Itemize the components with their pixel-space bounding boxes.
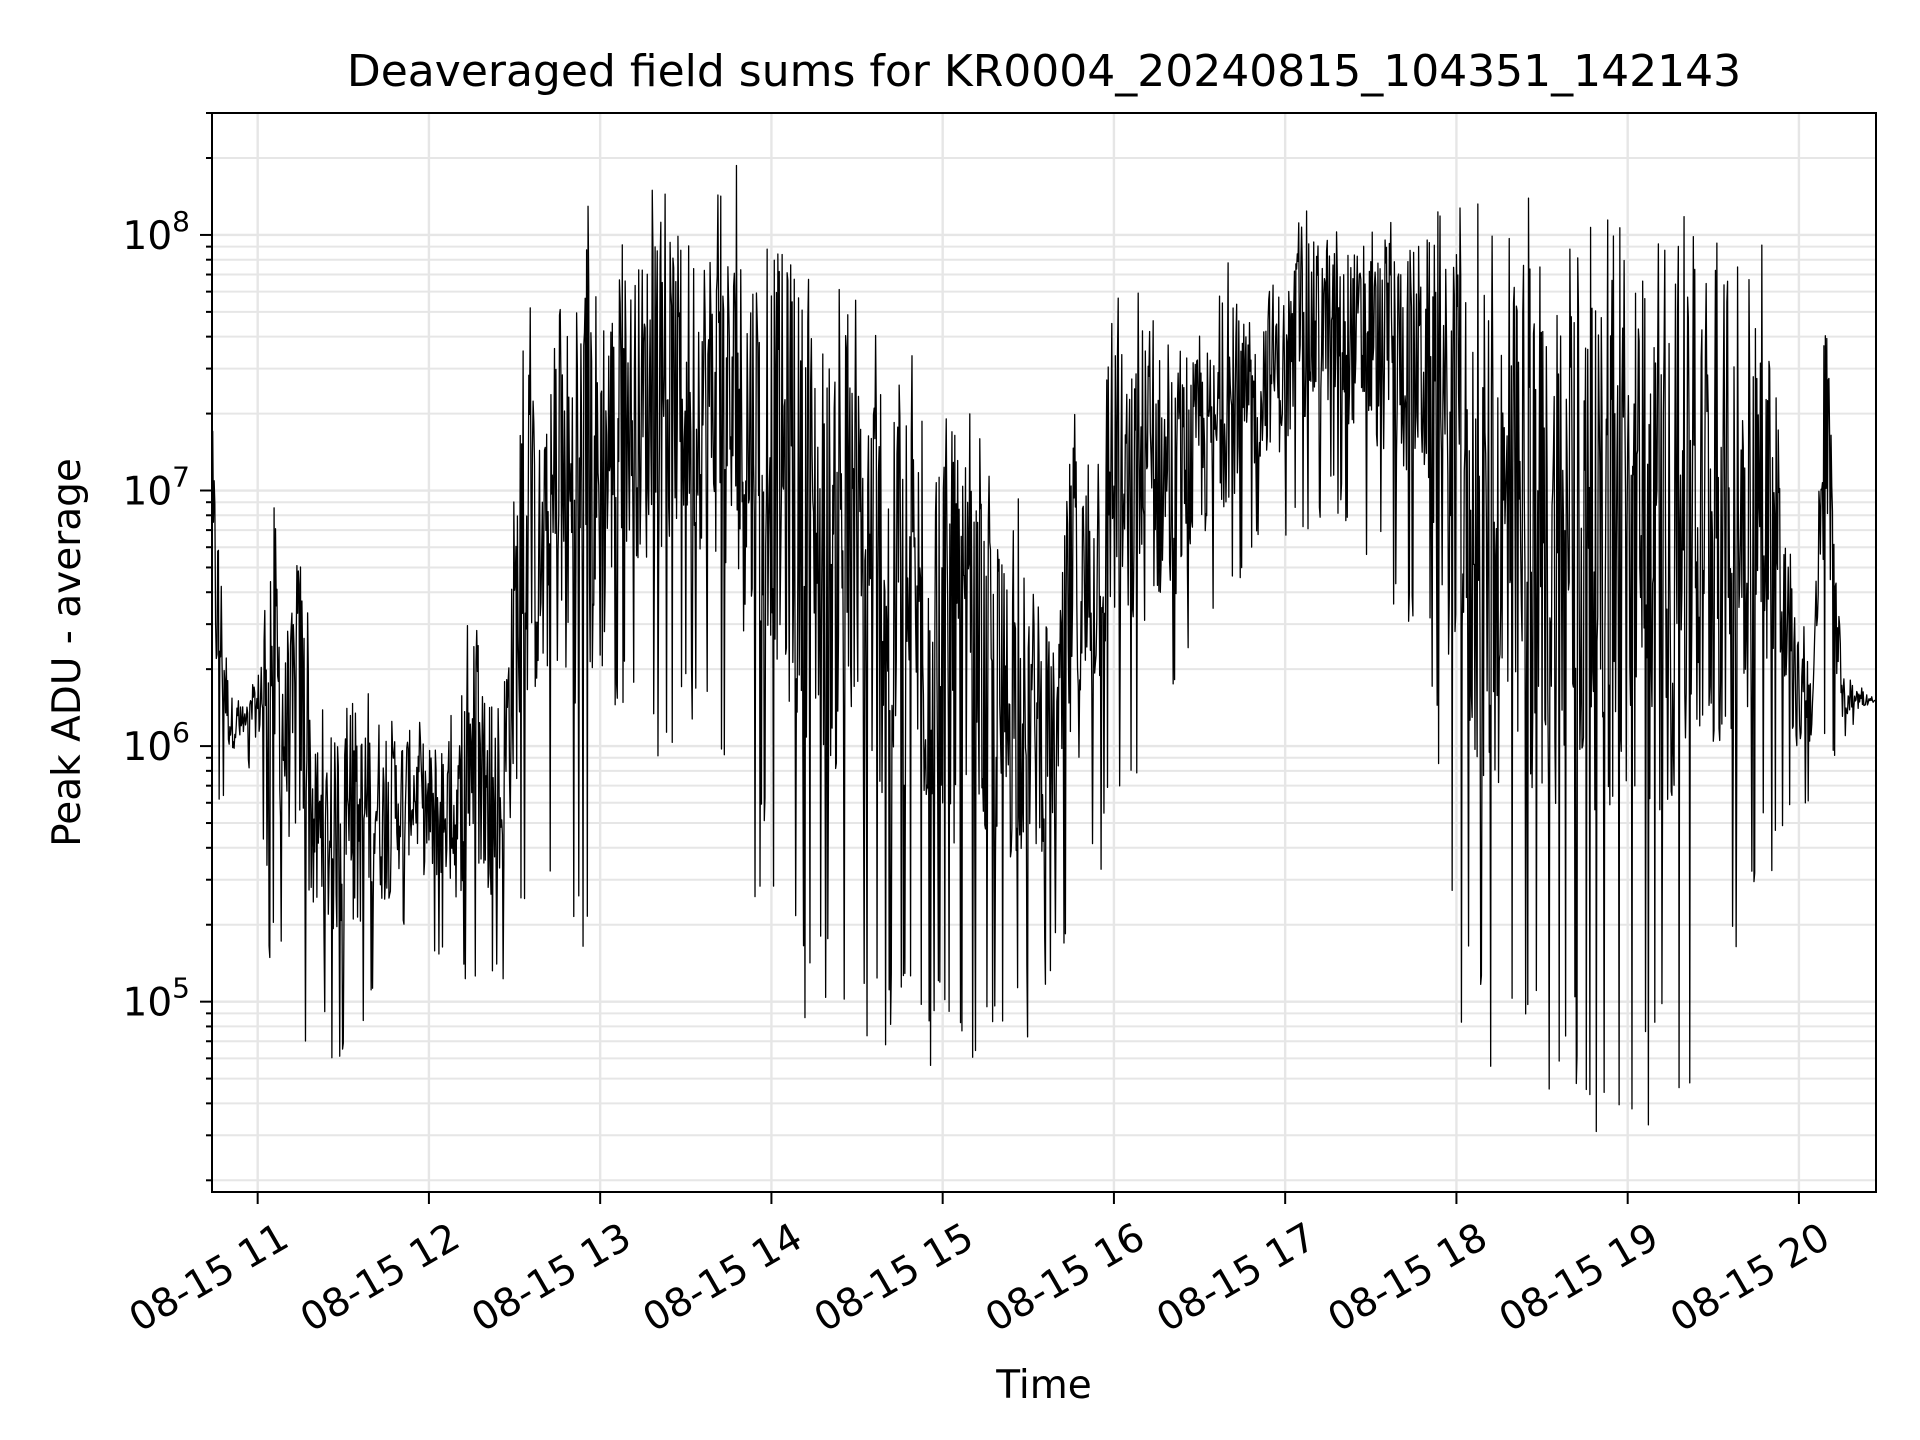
y-axis-label: Peak ADU - average bbox=[45, 458, 90, 847]
plot-frame bbox=[211, 112, 1877, 1193]
x-tick-label: 08-15 18 bbox=[1321, 1215, 1495, 1342]
x-axis-label: Time bbox=[995, 1363, 1091, 1408]
x-tick-label: 08-15 19 bbox=[1492, 1215, 1666, 1342]
signal-series bbox=[211, 164, 1877, 1133]
x-tick-label: 08-15 14 bbox=[636, 1215, 810, 1342]
x-tick-label: 08-15 11 bbox=[122, 1215, 296, 1342]
x-tick-label: 08-15 13 bbox=[464, 1215, 638, 1342]
y-tick-label: 108 bbox=[123, 205, 190, 259]
chart-title: Deaveraged field sums for KR0004_2024081… bbox=[347, 46, 1741, 97]
y-tick-label: 105 bbox=[123, 972, 190, 1026]
signal-line bbox=[211, 164, 1877, 1133]
y-axis-ticks: 105 106 107 108 bbox=[123, 112, 212, 1182]
x-tick-label: 08-15 20 bbox=[1663, 1215, 1837, 1342]
x-tick-label: 08-15 16 bbox=[978, 1215, 1152, 1342]
x-tick-label: 08-15 15 bbox=[807, 1215, 981, 1342]
x-tick-label: 08-15 12 bbox=[293, 1215, 467, 1342]
y-tick-label: 106 bbox=[123, 716, 190, 770]
x-tick-label: 08-15 17 bbox=[1149, 1215, 1323, 1342]
y-tick-label: 107 bbox=[123, 461, 190, 515]
